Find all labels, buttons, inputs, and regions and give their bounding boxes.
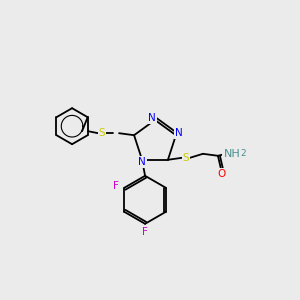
Text: F: F bbox=[142, 227, 148, 237]
Text: N: N bbox=[175, 128, 183, 138]
Text: N: N bbox=[138, 157, 146, 167]
Text: N: N bbox=[148, 113, 156, 123]
Text: 2: 2 bbox=[240, 149, 246, 158]
Text: S: S bbox=[99, 128, 105, 138]
Text: F: F bbox=[113, 181, 119, 191]
Text: S: S bbox=[183, 153, 189, 163]
Text: O: O bbox=[218, 169, 226, 179]
Text: NH: NH bbox=[224, 149, 240, 159]
